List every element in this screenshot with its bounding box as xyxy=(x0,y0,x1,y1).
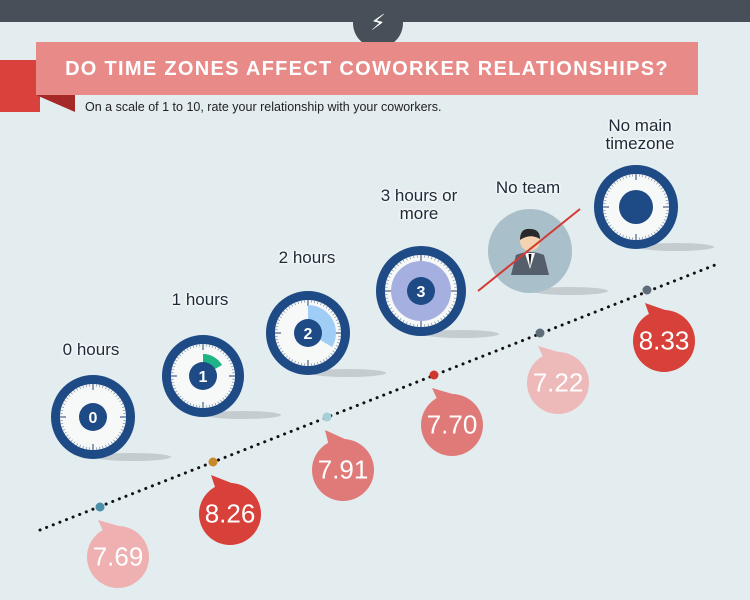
value-bubble xyxy=(312,439,374,501)
subtitle: On a scale of 1 to 10, rate your relatio… xyxy=(85,100,442,114)
data-point xyxy=(429,370,439,380)
shadow xyxy=(310,369,386,377)
data-point xyxy=(208,457,218,467)
category-label: 1 hours xyxy=(171,290,229,309)
value-label: 7.91 xyxy=(317,454,369,485)
shadow xyxy=(638,243,714,251)
value-label: 8.33 xyxy=(638,325,690,356)
data-point xyxy=(95,502,105,512)
category-label: 0 hours xyxy=(62,340,120,359)
value-bubble xyxy=(421,394,483,456)
clock-icon: 2 xyxy=(266,291,386,377)
value-label: 7.69 xyxy=(92,541,144,572)
strike-line xyxy=(477,208,581,292)
category-label: No team xyxy=(495,178,561,197)
shadow xyxy=(205,411,281,419)
category-label: 2 hours xyxy=(278,248,336,267)
data-point xyxy=(322,412,332,422)
value-bubble xyxy=(527,352,589,414)
ribbon-decoration xyxy=(0,60,40,112)
value-label: 7.22 xyxy=(532,367,584,398)
trend-line xyxy=(38,263,717,532)
clock-icon: 3 xyxy=(376,246,499,338)
value-label: 8.26 xyxy=(204,498,256,529)
value-bubble xyxy=(633,310,695,372)
value-bubble xyxy=(199,483,261,545)
clock-icon: 0 xyxy=(51,375,171,461)
data-point xyxy=(535,328,545,338)
clock-digit: 0 xyxy=(89,410,98,427)
ribbon-fold xyxy=(36,95,75,112)
shadow xyxy=(423,330,499,338)
no-team-icon xyxy=(477,208,608,295)
lightning-bolt-icon: ⚡︎ xyxy=(353,0,403,48)
value-bubble xyxy=(87,526,149,588)
clock-digit: 1 xyxy=(199,369,208,386)
shadow xyxy=(532,287,608,295)
data-point xyxy=(642,285,652,295)
clock-digit: 3 xyxy=(417,284,426,301)
category-label: No main timezone xyxy=(605,116,675,153)
clock-digit: 2 xyxy=(304,326,313,343)
shadow xyxy=(95,453,171,461)
clock-icon xyxy=(594,165,714,251)
category-label: 3 hours or more xyxy=(380,186,458,223)
clock-icon: 1 xyxy=(162,335,281,419)
page-title: DO TIME ZONES AFFECT COWORKER RELATIONSH… xyxy=(36,42,698,95)
value-label: 7.70 xyxy=(426,409,478,440)
